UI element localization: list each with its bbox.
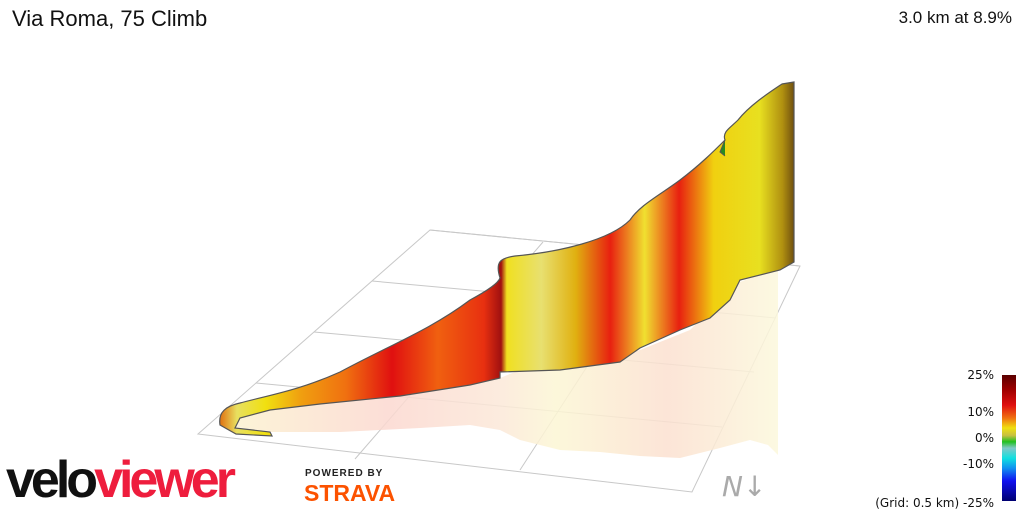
legend-label-0: 0% [974,431,994,445]
gradient-color-scale [1002,375,1016,501]
north-arrow-icon: N↓ [722,470,767,503]
legend-label-25: 25% [967,368,994,382]
profile-wall [219,81,795,437]
page-title: Via Roma, 75 Climb [12,6,208,31]
strava-logo[interactable]: STRAVA [304,480,396,506]
powered-by-label: POWERED BY [305,468,384,479]
climb-summary: 3.0 km at 8.9% [898,8,1012,27]
logo-velo: velo [6,451,98,509]
legend-label-10: 10% [967,405,994,419]
veloviewer-logo[interactable]: veloviewer [6,451,236,509]
profile-reflection [222,268,778,458]
legend-label-grid-minus25: (Grid: 0.5 km) -25% [875,496,994,510]
legend-label-minus10: -10% [962,457,994,471]
logo-viewer: viewer [94,451,236,509]
